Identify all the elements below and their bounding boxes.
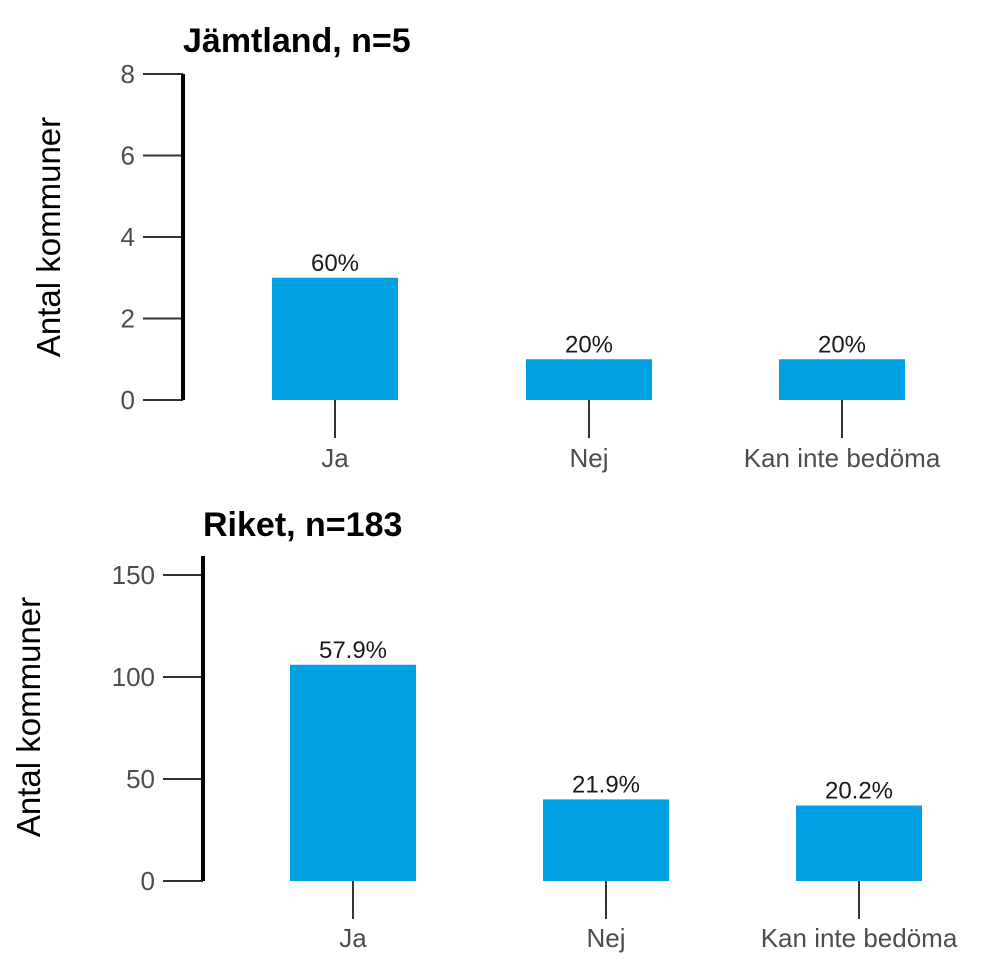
y-tick-label: 4 [121,222,135,252]
x-tick-label: Kan inte bedöma [761,923,958,953]
bar-data-label: 20% [565,331,613,358]
y-tick-label: 0 [141,866,155,896]
y-axis-label: Antal kommuner [10,597,47,837]
bar-group: 60% Ja 20% Nej 20% Kan inte bedöma [272,250,941,473]
x-tick-label: Nej [586,923,625,953]
chart-title: Jämtland, n=5 [183,22,411,60]
bar-data-label: 21.9% [572,771,640,798]
bar [272,277,398,400]
y-axis-ticks: 0 2 4 6 8 [121,59,183,415]
x-tick-label: Kan inte bedöma [744,443,941,473]
y-tick-label: 0 [121,385,135,415]
bar [526,359,652,400]
bar [779,359,905,400]
bar-data-label: 60% [311,250,359,277]
y-axis-label: Antal kommuner [30,117,67,357]
y-tick-label: 100 [112,662,155,692]
bar-data-label: 20% [818,331,866,358]
x-tick-label: Nej [569,443,608,473]
x-tick-label: Ja [339,923,367,953]
bar [543,799,669,881]
bar-data-label: 57.9% [319,637,387,664]
y-axis-ticks: 0 50 100 150 [112,560,203,896]
y-tick-label: 2 [121,304,135,334]
bar-data-label: 20.2% [825,778,893,805]
chart-panel-riket: Riket, n=183 Antal kommuner 0 50 100 150 57… [10,506,958,953]
y-tick-label: 6 [121,141,135,171]
bar-group: 57.9% Ja 21.9% Nej 20.2% Kan inte bedöma [290,637,958,953]
y-tick-label: 8 [121,59,135,89]
y-tick-label: 150 [112,560,155,590]
chart-title: Riket, n=183 [203,506,402,544]
y-tick-label: 50 [126,764,155,794]
bar [796,805,922,881]
bar [290,664,416,881]
chart-panel-jamtland: Jämtland, n=5 Antal kommuner 0 2 4 6 8 60% Ja… [30,22,941,473]
x-tick-label: Ja [321,443,349,473]
